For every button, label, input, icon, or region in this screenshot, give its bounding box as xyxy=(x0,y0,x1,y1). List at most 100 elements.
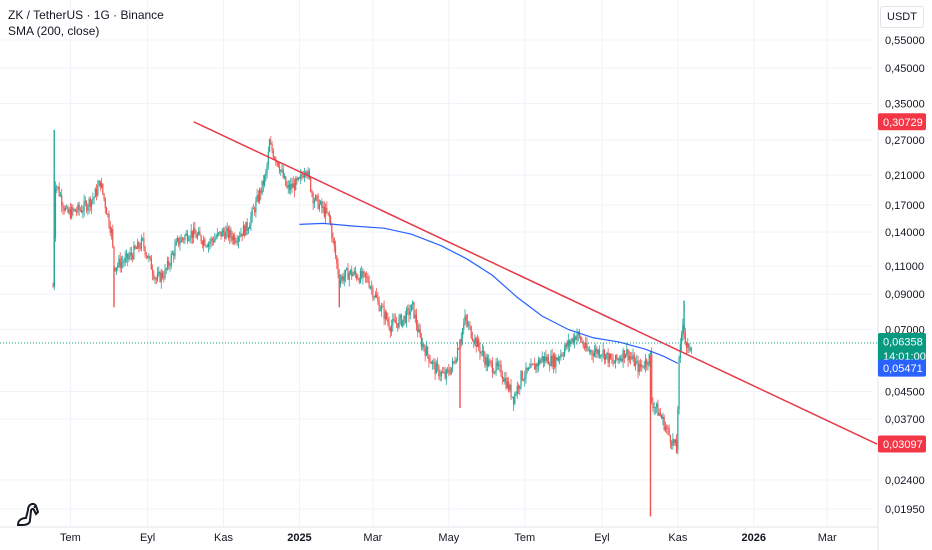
candle-body xyxy=(272,150,274,158)
candle-body xyxy=(81,210,83,213)
candle-body xyxy=(112,229,114,247)
candle-body xyxy=(501,375,503,379)
candle-body xyxy=(150,257,152,270)
candle-body xyxy=(349,269,352,273)
candle-body xyxy=(652,402,654,409)
candle-body xyxy=(163,277,165,279)
candle-body xyxy=(268,142,271,153)
candle-body xyxy=(541,356,543,360)
candle-body xyxy=(627,349,629,361)
candle-body xyxy=(211,238,213,241)
candle-body xyxy=(488,360,490,367)
candle-body xyxy=(491,362,493,373)
candle-body xyxy=(201,241,203,245)
candle-body xyxy=(227,228,230,238)
candle-body xyxy=(385,312,388,320)
candle-body xyxy=(341,276,343,280)
candle-body xyxy=(285,176,287,186)
candle-body xyxy=(535,363,537,370)
candle-body xyxy=(552,355,554,367)
candle-body xyxy=(282,169,284,178)
candle-body xyxy=(575,336,577,340)
candle-body xyxy=(165,268,167,270)
candle-body xyxy=(521,370,523,381)
candle-body xyxy=(389,327,391,332)
candle-body xyxy=(322,206,324,209)
candle-body xyxy=(496,362,498,367)
y-tick-label: 0,45000 xyxy=(885,63,925,75)
candle-body xyxy=(207,243,210,247)
candle-body xyxy=(100,183,103,188)
candle-body xyxy=(653,407,655,409)
candle-body xyxy=(124,256,126,263)
candle-body xyxy=(593,351,596,357)
candle-body xyxy=(257,195,259,202)
candle-body xyxy=(191,230,194,238)
candle-body xyxy=(260,189,262,194)
candle-body xyxy=(66,207,68,209)
candle-body xyxy=(200,235,202,242)
candle-body xyxy=(251,208,253,217)
candle-body xyxy=(283,176,286,178)
sma-legend[interactable]: SMA (200, close) xyxy=(8,24,100,38)
candle-body xyxy=(484,356,486,365)
candle-body xyxy=(539,359,541,364)
candle-body xyxy=(667,428,669,430)
candle-body xyxy=(61,195,63,206)
candle-body xyxy=(342,276,344,282)
candle-body xyxy=(527,368,530,371)
candle-body xyxy=(480,351,482,354)
candle-body xyxy=(479,347,481,354)
candle-body xyxy=(600,355,602,357)
candle-body xyxy=(78,204,80,210)
candle-body xyxy=(353,271,355,275)
candle-body xyxy=(517,385,520,389)
candle-body xyxy=(566,343,568,347)
candle-body xyxy=(474,337,476,343)
candle-body xyxy=(649,352,652,354)
candle-body xyxy=(245,222,247,236)
candle-body xyxy=(252,208,254,210)
candle-body xyxy=(176,237,179,242)
x-tick-label: Tem xyxy=(60,532,81,544)
candle-body xyxy=(115,267,118,271)
candle-body xyxy=(602,349,604,355)
candle-body xyxy=(524,377,526,380)
candle-body xyxy=(666,426,668,429)
candle-body xyxy=(166,260,169,269)
candle-body xyxy=(393,319,395,321)
candle-body xyxy=(628,356,630,361)
candle-body xyxy=(382,306,384,308)
candle-body xyxy=(466,320,469,326)
tradingview-logo-icon[interactable] xyxy=(14,498,48,528)
candle-body xyxy=(506,381,508,389)
candle-body xyxy=(510,384,512,398)
candle-body xyxy=(351,269,353,277)
candle-body xyxy=(585,342,587,349)
candle-body xyxy=(420,336,423,347)
candle-body xyxy=(379,309,381,311)
symbol-title[interactable]: ZK / TetherUS · 1G · Binance xyxy=(8,8,164,22)
candle-body xyxy=(619,358,622,361)
candle-body xyxy=(516,385,518,395)
candle-body xyxy=(387,319,389,322)
candle-body xyxy=(293,183,296,191)
candle-body xyxy=(383,306,385,320)
candle-body xyxy=(567,340,569,347)
candle-body xyxy=(460,338,462,344)
currency-selector[interactable]: USDT xyxy=(880,6,924,28)
candle-body xyxy=(156,273,159,280)
candle-body xyxy=(79,209,81,211)
candle-body xyxy=(224,232,226,239)
candle-body xyxy=(582,342,584,347)
y-tick-label: 0,04500 xyxy=(885,387,925,399)
candle-body xyxy=(376,294,378,298)
x-tick-label: May xyxy=(438,532,459,544)
candle-body xyxy=(512,396,515,404)
candle-body xyxy=(612,359,614,364)
candle-body xyxy=(184,235,186,240)
candle-body xyxy=(402,319,404,326)
candle-body xyxy=(221,230,223,237)
candle-body xyxy=(473,340,475,343)
